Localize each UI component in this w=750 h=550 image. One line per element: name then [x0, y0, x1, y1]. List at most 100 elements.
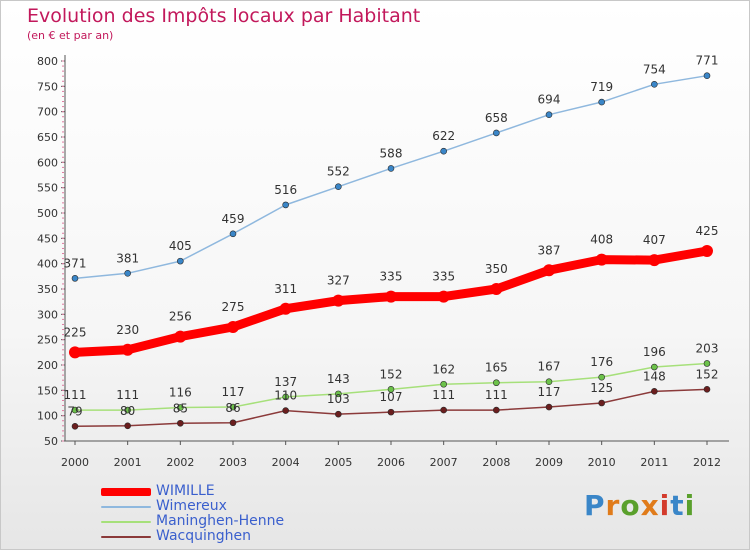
data-label: 771	[696, 54, 719, 68]
data-point	[124, 269, 131, 277]
data-label: 405	[169, 239, 192, 253]
data-point	[598, 399, 605, 407]
data-point	[543, 264, 555, 277]
data-label: 117	[538, 385, 561, 399]
data-point	[177, 404, 184, 411]
data-point	[229, 230, 237, 238]
data-label: 425	[696, 224, 719, 238]
y-tick-label: 100	[37, 410, 58, 423]
data-point	[437, 290, 450, 303]
data-point	[385, 290, 397, 303]
data-point	[598, 373, 605, 381]
data-label: 85	[173, 401, 188, 415]
x-tick-label: 2001	[114, 456, 142, 469]
x-tick-label: 2002	[166, 456, 194, 469]
data-label: 350	[485, 262, 508, 276]
data-point	[124, 406, 131, 414]
data-label: 230	[116, 323, 139, 337]
y-tick-label: 300	[37, 308, 58, 321]
data-point	[703, 360, 711, 367]
chart-title: Evolution des Impôts locaux par Habitant	[27, 5, 421, 27]
data-label: 152	[380, 367, 403, 381]
data-point	[387, 386, 395, 393]
data-label: 79	[67, 404, 82, 418]
data-label: 371	[64, 256, 87, 270]
y-tick-label: 350	[37, 283, 58, 296]
data-label: 167	[538, 360, 561, 374]
y-tick-label: 750	[37, 80, 58, 93]
data-point	[229, 419, 237, 427]
data-point	[440, 406, 447, 414]
x-tick-label: 2012	[693, 456, 721, 469]
x-tick-label: 2008	[482, 456, 510, 469]
logo-letter: t	[670, 489, 685, 522]
data-point	[651, 363, 658, 371]
data-label: 162	[432, 362, 455, 376]
data-label: 658	[485, 111, 508, 125]
chart-subtitle: (en € et par an)	[27, 29, 114, 42]
data-label: 552	[327, 165, 350, 179]
data-label: 152	[696, 367, 719, 381]
y-tick-label: 250	[37, 334, 58, 347]
y-tick-label: 700	[37, 106, 58, 119]
data-label: 143	[327, 372, 350, 386]
data-label: 176	[590, 355, 613, 369]
data-point	[651, 81, 658, 88]
proxiti-logo: Proxiti	[584, 489, 695, 522]
data-point	[335, 410, 342, 418]
y-tick-label: 800	[37, 55, 58, 68]
data-point	[69, 346, 81, 359]
x-tick-label: 2010	[588, 456, 616, 469]
data-point	[279, 302, 292, 315]
data-label: 516	[274, 183, 297, 197]
data-point	[71, 406, 79, 414]
data-label: 196	[643, 345, 666, 359]
data-label: 381	[116, 251, 139, 265]
data-label: 335	[380, 270, 403, 284]
data-label: 110	[274, 389, 297, 403]
data-label: 335	[432, 270, 455, 284]
legend-label: WIMILLE	[156, 483, 215, 499]
data-point	[335, 183, 342, 190]
legend-swatch	[101, 521, 151, 523]
x-tick-label: 2007	[430, 456, 458, 469]
data-point	[493, 129, 500, 137]
data-label: 407	[643, 233, 666, 247]
data-point	[174, 330, 187, 343]
data-label: 111	[485, 388, 508, 402]
data-point	[177, 419, 184, 427]
logo-letter: i	[659, 489, 671, 522]
y-tick-label: 550	[37, 182, 58, 195]
data-point	[545, 111, 553, 119]
legend-label: Maninghen-Henne	[156, 513, 285, 529]
y-tick-label: 200	[37, 359, 58, 372]
data-point	[440, 147, 447, 155]
data-point	[177, 257, 184, 265]
logo-letter: r	[605, 489, 621, 522]
data-label: 719	[590, 80, 613, 94]
data-point	[545, 378, 553, 386]
data-point	[282, 407, 289, 414]
data-label: 459	[222, 212, 245, 226]
data-point	[440, 380, 447, 388]
data-label: 111	[116, 388, 139, 402]
data-label: 148	[643, 369, 666, 383]
data-point	[701, 245, 713, 257]
x-tick-label: 2011	[640, 456, 668, 469]
data-point	[595, 253, 608, 266]
legend-swatch	[101, 488, 151, 496]
data-point	[648, 254, 661, 267]
x-tick-label: 2004	[272, 456, 300, 469]
data-point	[387, 408, 395, 416]
data-point	[493, 406, 500, 414]
data-label: 111	[64, 388, 87, 402]
legend-label: Wacquinghen	[156, 528, 251, 544]
x-tick-label: 2003	[219, 456, 247, 469]
data-label: 107	[380, 390, 403, 404]
data-point	[703, 72, 711, 79]
data-label: 86	[225, 401, 240, 415]
data-point	[545, 403, 553, 411]
data-label: 327	[327, 274, 350, 288]
